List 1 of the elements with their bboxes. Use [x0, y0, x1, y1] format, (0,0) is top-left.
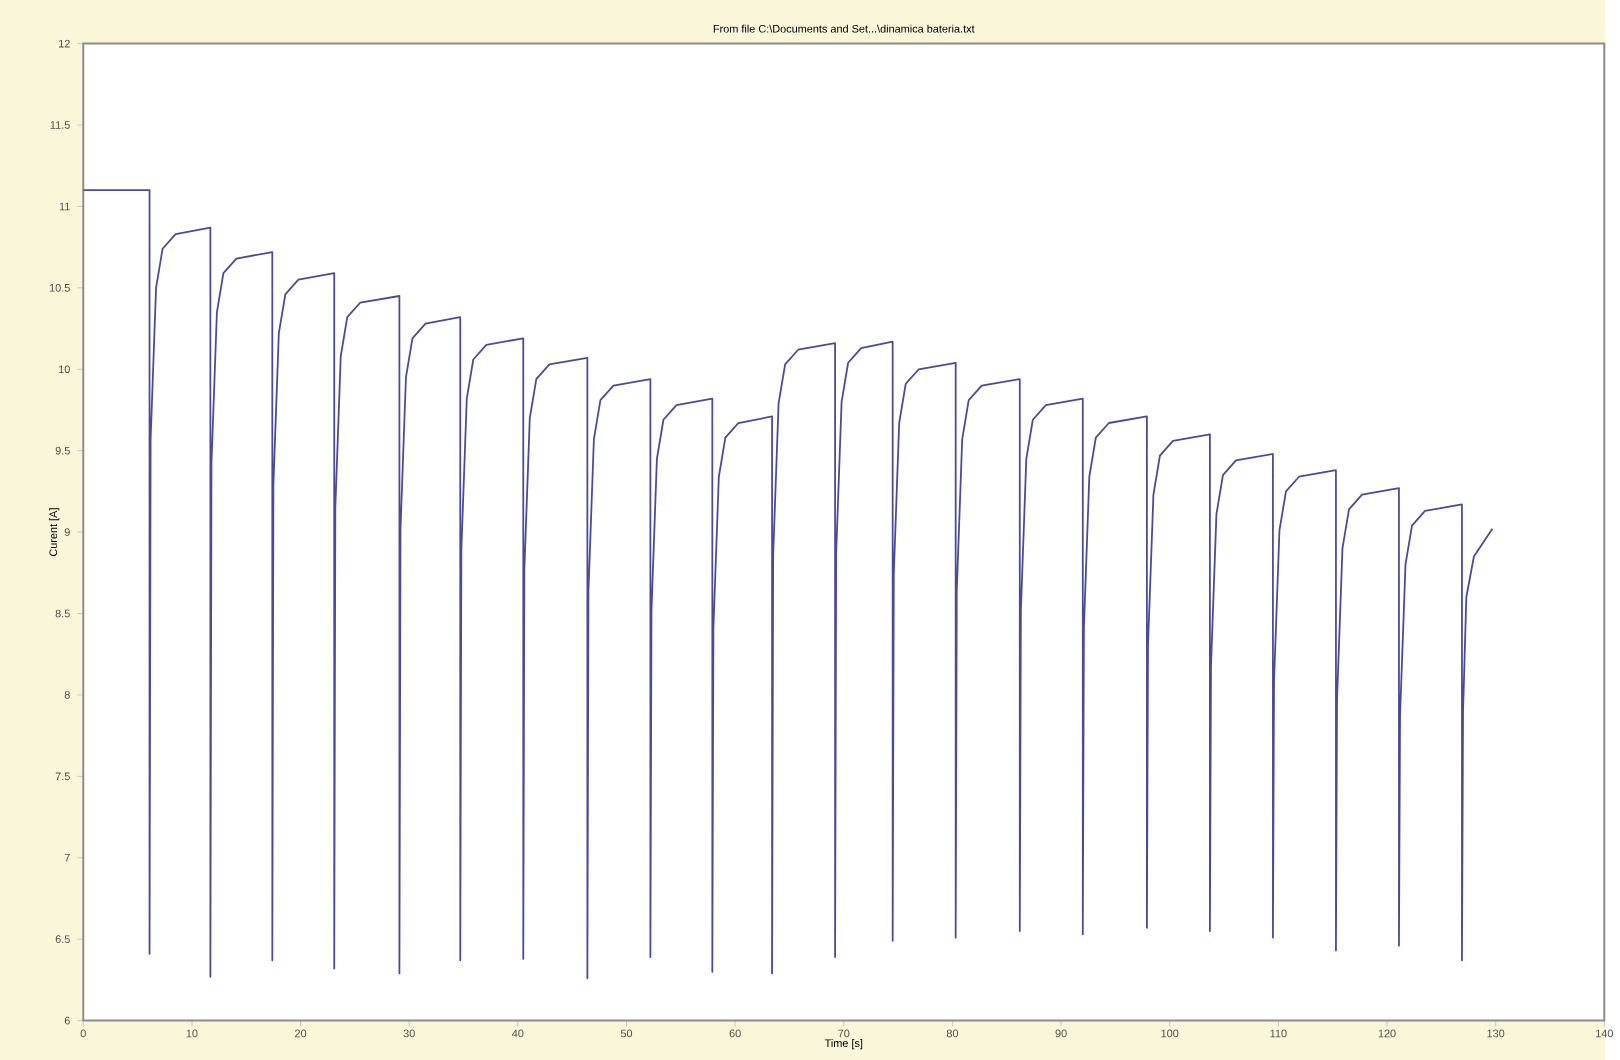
line-series: [83, 189, 1494, 980]
